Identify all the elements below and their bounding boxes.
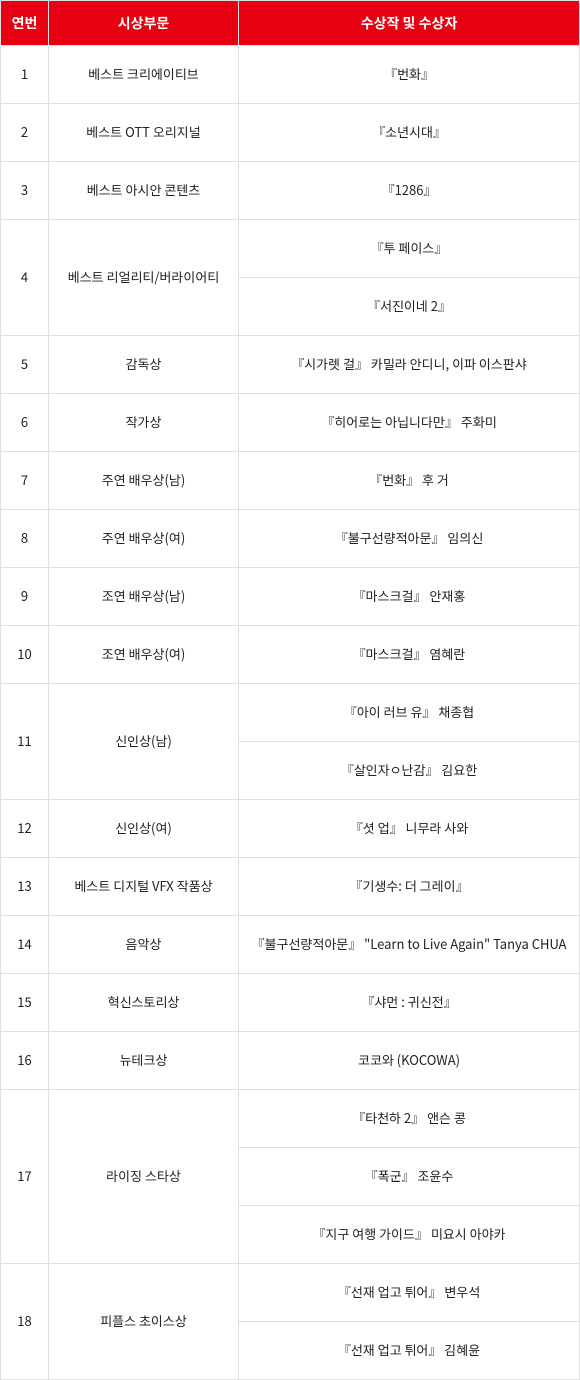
cell-num: 13 [1,858,49,916]
cell-num: 17 [1,1090,49,1264]
col-header-category: 시상부문 [49,1,239,46]
table-row: 13베스트 디지털 VFX 작품상『기생수: 더 그레이』 [1,858,580,916]
table-row: 11신인상(남)『아이 러브 유』 채종협 [1,684,580,742]
cell-winner: 『히어로는 아닙니다만』 주화미 [239,394,580,452]
cell-winner: 『서진이네 2』 [239,278,580,336]
cell-winner: 『마스크걸』 안재홍 [239,568,580,626]
cell-winner: 『살인자ㅇ난감』 김요한 [239,742,580,800]
table-row: 6작가상『히어로는 아닙니다만』 주화미 [1,394,580,452]
cell-num: 7 [1,452,49,510]
table-row: 7주연 배우상(남)『번화』 후 거 [1,452,580,510]
cell-winner: 코코와 (KOCOWA) [239,1032,580,1090]
cell-winner: 『시가렛 걸』 카밀라 안디니, 이파 이스판샤 [239,336,580,394]
cell-category: 베스트 디지털 VFX 작품상 [49,858,239,916]
cell-category: 혁신스토리상 [49,974,239,1032]
cell-num: 5 [1,336,49,394]
cell-winner: 『아이 러브 유』 채종협 [239,684,580,742]
cell-category: 베스트 리얼리티/버라이어티 [49,220,239,336]
cell-winner: 『1286』 [239,162,580,220]
cell-winner: 『투 페이스』 [239,220,580,278]
table-row: 15혁신스토리상『샤먼 : 귀신전』 [1,974,580,1032]
cell-category: 조연 배우상(남) [49,568,239,626]
table-row: 16뉴테크상코코와 (KOCOWA) [1,1032,580,1090]
cell-category: 신인상(남) [49,684,239,800]
cell-num: 2 [1,104,49,162]
cell-category: 조연 배우상(여) [49,626,239,684]
cell-num: 9 [1,568,49,626]
cell-num: 14 [1,916,49,974]
cell-winner: 『기생수: 더 그레이』 [239,858,580,916]
cell-num: 11 [1,684,49,800]
table-row: 1베스트 크리에이티브『번화』 [1,46,580,104]
cell-num: 4 [1,220,49,336]
table-row: 5감독상『시가렛 걸』 카밀라 안디니, 이파 이스판샤 [1,336,580,394]
cell-num: 3 [1,162,49,220]
cell-num: 10 [1,626,49,684]
cell-num: 8 [1,510,49,568]
cell-category: 주연 배우상(여) [49,510,239,568]
header-row: 연번 시상부문 수상작 및 수상자 [1,1,580,46]
cell-winner: 『셧 업』 니무라 사와 [239,800,580,858]
cell-category: 뉴테크상 [49,1032,239,1090]
cell-category: 베스트 아시안 콘텐츠 [49,162,239,220]
cell-winner: 『번화』 [239,46,580,104]
cell-category: 작가상 [49,394,239,452]
table-row: 12신인상(여)『셧 업』 니무라 사와 [1,800,580,858]
cell-winner: 『불구선량적아문』 임의신 [239,510,580,568]
table-row: 14음악상『불구선량적아문』 "Learn to Live Again" Tan… [1,916,580,974]
cell-num: 15 [1,974,49,1032]
cell-category: 피플스 초이스상 [49,1264,239,1380]
cell-winner: 『번화』 후 거 [239,452,580,510]
cell-winner: 『지구 여행 가이드』 미요시 아야카 [239,1206,580,1264]
cell-category: 음악상 [49,916,239,974]
cell-winner: 『폭군』 조윤수 [239,1148,580,1206]
cell-winner: 『마스크걸』 염혜란 [239,626,580,684]
awards-table: 연번 시상부문 수상작 및 수상자 1베스트 크리에이티브『번화』2베스트 OT… [0,0,580,1380]
cell-num: 16 [1,1032,49,1090]
cell-num: 1 [1,46,49,104]
table-row: 17라이징 스타상『타천하 2』 앤슨 콩 [1,1090,580,1148]
table-row: 8주연 배우상(여)『불구선량적아문』 임의신 [1,510,580,568]
table-row: 18피플스 초이스상『선재 업고 튀어』 변우석 [1,1264,580,1322]
cell-num: 12 [1,800,49,858]
cell-category: 주연 배우상(남) [49,452,239,510]
cell-winner: 『선재 업고 튀어』 김혜윤 [239,1322,580,1380]
cell-category: 신인상(여) [49,800,239,858]
cell-num: 18 [1,1264,49,1380]
col-header-winner: 수상작 및 수상자 [239,1,580,46]
table-row: 9조연 배우상(남)『마스크걸』 안재홍 [1,568,580,626]
cell-winner: 『타천하 2』 앤슨 콩 [239,1090,580,1148]
cell-num: 6 [1,394,49,452]
cell-category: 감독상 [49,336,239,394]
cell-winner: 『샤먼 : 귀신전』 [239,974,580,1032]
table-row: 10조연 배우상(여)『마스크걸』 염혜란 [1,626,580,684]
cell-winner: 『불구선량적아문』 "Learn to Live Again" Tanya CH… [239,916,580,974]
cell-category: 베스트 크리에이티브 [49,46,239,104]
cell-winner: 『선재 업고 튀어』 변우석 [239,1264,580,1322]
cell-winner: 『소년시대』 [239,104,580,162]
col-header-num: 연번 [1,1,49,46]
table-row: 3베스트 아시안 콘텐츠『1286』 [1,162,580,220]
cell-category: 라이징 스타상 [49,1090,239,1264]
table-row: 4베스트 리얼리티/버라이어티『투 페이스』 [1,220,580,278]
table-row: 2베스트 OTT 오리지널『소년시대』 [1,104,580,162]
cell-category: 베스트 OTT 오리지널 [49,104,239,162]
